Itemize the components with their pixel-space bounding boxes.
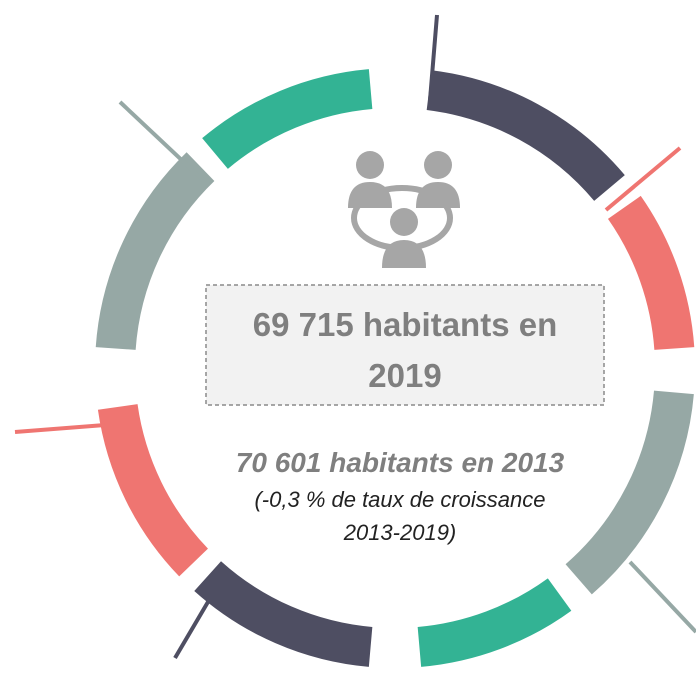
icon-body: [416, 182, 460, 208]
ring-tick: [173, 588, 217, 660]
ring-segment: [95, 152, 215, 351]
icon-body: [382, 240, 426, 268]
headline-line: 69 715 habitants en: [253, 306, 557, 343]
ring-tick: [604, 146, 682, 212]
ring-segment: [417, 578, 572, 667]
icon-head: [356, 151, 384, 179]
ring-tick: [628, 560, 696, 634]
ring-segment: [194, 561, 373, 667]
icon-body: [348, 182, 392, 208]
ring-segment: [607, 195, 695, 351]
ring-segment: [565, 390, 694, 595]
ring-tick: [428, 14, 439, 101]
ring-tick: [118, 100, 207, 184]
previous-detail: (-0,3 % de taux de croissance: [254, 487, 545, 512]
headline-box: [205, 284, 605, 406]
ring-segment: [426, 70, 625, 202]
icon-head: [390, 208, 418, 236]
headline-line: 2019: [368, 357, 441, 394]
ring-segment: [97, 403, 209, 577]
ring-segment: [202, 69, 373, 170]
previous-detail: 2013-2019): [343, 520, 457, 545]
ring: [14, 14, 696, 667]
previous-line: 70 601 habitants en 2013: [236, 447, 565, 478]
people-icon: [348, 151, 460, 268]
icon-head: [424, 151, 452, 179]
ring-tick: [14, 423, 106, 434]
